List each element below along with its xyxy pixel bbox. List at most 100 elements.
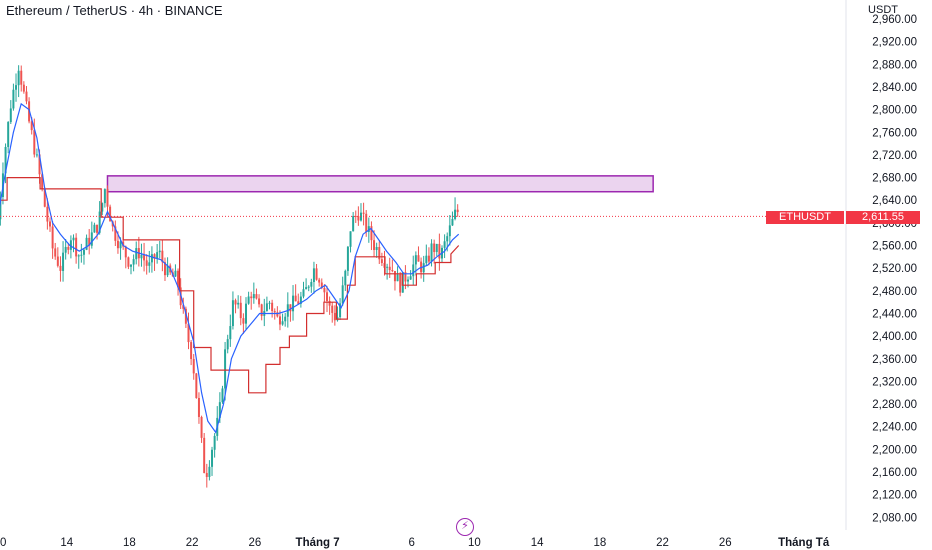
candle-body — [333, 312, 336, 321]
candle-body — [294, 295, 297, 302]
lightning-bolt-icon[interactable]: ⚡ — [456, 518, 474, 536]
candle-body — [33, 130, 36, 155]
candle-body — [412, 264, 415, 277]
candle-body — [143, 254, 146, 261]
candle-body — [0, 197, 2, 220]
currency-unit-label[interactable]: USDT — [868, 4, 898, 16]
candle-body — [174, 270, 177, 277]
blue-moving-average-line — [0, 102, 460, 434]
candle-body — [48, 221, 51, 227]
candle-body — [187, 323, 190, 343]
candle-body — [163, 262, 166, 276]
candle-body — [75, 237, 78, 257]
time-tick-label: Tháng 7 — [296, 537, 340, 549]
candle-body — [386, 266, 389, 268]
candle-body — [59, 265, 62, 271]
candle-body — [422, 263, 425, 273]
last-price-value: 2,611.55 — [846, 211, 920, 224]
candle-body — [67, 246, 70, 250]
candle-body — [396, 274, 399, 282]
candle-body — [315, 268, 318, 280]
resistance-zone — [106, 175, 654, 193]
candle-body — [344, 270, 347, 286]
candle-body — [119, 241, 122, 249]
candle-body — [456, 209, 459, 213]
candle-body — [438, 243, 441, 259]
candle-body — [103, 189, 106, 204]
price-tick-label: 2,960.00 — [872, 14, 917, 26]
candle-body — [237, 302, 240, 305]
candle-body — [339, 303, 342, 318]
candle-body — [297, 301, 300, 304]
candle-body — [265, 303, 268, 312]
candle-body — [346, 246, 349, 271]
time-axis[interactable]: 0 14 18 22 26 Tháng 7 6 10 14 18 22 26 Tháng Tá — [0, 537, 830, 549]
candle-body — [77, 255, 80, 257]
red-baseline-line — [0, 177, 460, 394]
candle-body — [20, 70, 23, 85]
candle-body — [425, 255, 428, 264]
candle-body — [273, 311, 276, 313]
candle-body — [414, 255, 417, 265]
candle-body — [82, 249, 85, 255]
candlestick-series — [0, 65, 459, 488]
candle-body — [268, 302, 271, 304]
time-tick-label: Tháng Tá — [778, 537, 830, 549]
candle-body — [145, 260, 148, 266]
candle-body — [289, 304, 292, 312]
candle-body — [153, 254, 156, 259]
price-tick-label: 2,720.00 — [872, 150, 917, 162]
candle-body — [4, 146, 7, 174]
candle-body — [109, 206, 112, 222]
time-tick-label: 14 — [60, 537, 73, 549]
candle-body — [352, 216, 355, 232]
candle-body — [231, 300, 234, 327]
candle-body — [417, 255, 420, 262]
candle-body — [367, 226, 370, 233]
price-tick-label: 2,480.00 — [872, 286, 917, 298]
candle-body — [80, 254, 83, 256]
candle-body — [362, 212, 365, 214]
time-tick-label: 22 — [656, 537, 669, 549]
candle-body — [247, 296, 250, 304]
price-axis[interactable]: 2,960.00 2,920.00 2,880.00 2,840.00 2,800.00… — [872, 14, 917, 524]
price-tick-label: 2,800.00 — [872, 105, 917, 117]
candle-body — [213, 435, 216, 450]
candle-body — [51, 226, 54, 249]
time-tick-label: 26 — [248, 537, 261, 549]
candle-body — [224, 349, 227, 389]
price-tick-label: 2,680.00 — [872, 173, 917, 185]
candle-body — [43, 188, 46, 207]
candle-body — [328, 300, 331, 306]
candle-body — [373, 240, 376, 250]
candle-body — [218, 402, 221, 418]
candle-body — [114, 226, 117, 241]
candle-body — [90, 232, 93, 246]
candle-body — [140, 254, 143, 259]
candle-body — [312, 268, 315, 282]
price-tick-label: 2,440.00 — [872, 308, 917, 320]
candle-body — [357, 216, 360, 221]
time-tick-label: 6 — [408, 537, 414, 549]
candle-body — [7, 122, 10, 147]
candle-body — [15, 85, 18, 90]
time-tick-label: 10 — [468, 537, 481, 549]
price-tick-label: 2,120.00 — [872, 490, 917, 502]
symbol-title[interactable]: Ethereum / TetherUS · 4h · BINANCE — [6, 3, 223, 18]
candle-body — [326, 292, 329, 301]
candle-body — [399, 274, 402, 293]
candle-body — [177, 270, 180, 288]
time-tick-label: 0 — [0, 537, 6, 549]
candle-body — [64, 246, 67, 253]
candle-body — [451, 218, 454, 226]
candle-body — [271, 302, 274, 312]
candle-body — [443, 241, 446, 248]
candle-body — [310, 281, 313, 287]
time-tick-label: 18 — [123, 537, 136, 549]
candle-body — [427, 255, 430, 262]
candle-body — [12, 89, 15, 109]
candle-body — [197, 397, 200, 417]
candle-body — [404, 272, 407, 282]
time-tick-label: 22 — [186, 537, 199, 549]
